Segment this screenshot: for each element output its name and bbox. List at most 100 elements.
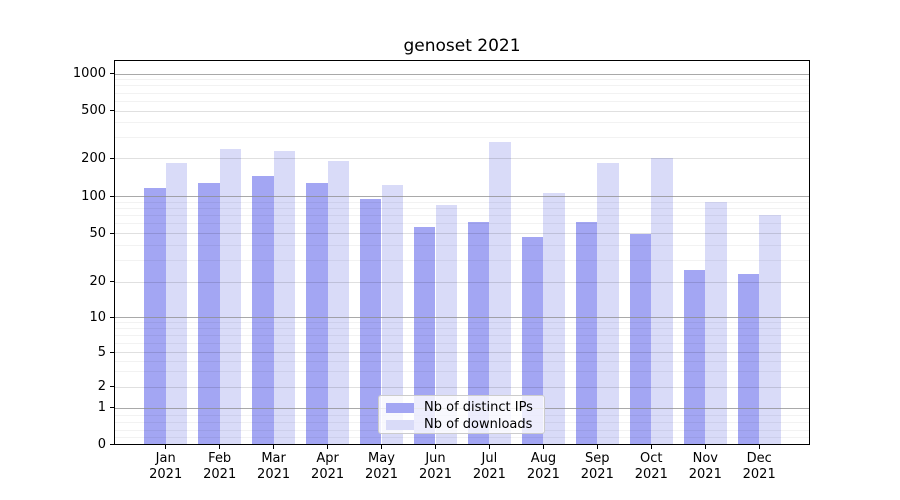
x-tick-month: Jan xyxy=(155,451,176,466)
y-tick-label-1000: 1000 xyxy=(72,66,106,81)
x-tick-label-apr: Apr 2021 xyxy=(296,451,360,482)
bar-distinct-ips-jan xyxy=(144,188,166,445)
x-tick-mark-oct xyxy=(650,445,652,449)
legend-item-distinct-ips: Nb of distinct IPs xyxy=(386,400,544,415)
x-tick-year: 2021 xyxy=(364,466,399,482)
y-tick-mark-200 xyxy=(109,157,114,159)
y-tick-mark-100 xyxy=(109,195,114,197)
bar-downloads-jan xyxy=(165,163,188,445)
x-tick-mark-aug xyxy=(542,445,544,449)
x-tick-mark-mar xyxy=(273,445,275,449)
bar-downloads-oct xyxy=(651,157,673,445)
x-tick-year: 2021 xyxy=(203,466,237,482)
y-tick-label-0: 0 xyxy=(97,437,106,452)
x-tick-year: 2021 xyxy=(149,466,183,482)
x-tick-mark-feb xyxy=(219,445,221,449)
gridline-6 xyxy=(113,342,810,344)
x-tick-year: 2021 xyxy=(634,466,668,482)
x-tick-label-jun: Jun 2021 xyxy=(404,451,468,482)
x-tick-month: Dec xyxy=(746,451,772,466)
y-tick-label-50: 50 xyxy=(89,225,106,241)
x-tick-label-dec: Dec 2021 xyxy=(727,451,791,482)
x-tick-year: 2021 xyxy=(526,466,560,482)
bar-downloads-nov xyxy=(705,201,727,445)
x-tick-year: 2021 xyxy=(311,466,345,482)
x-tick-month: Aug xyxy=(530,451,557,466)
x-tick-label-jul: Jul 2021 xyxy=(457,451,521,482)
gridline-200 xyxy=(113,158,810,159)
bar-distinct-ips-mar xyxy=(252,175,274,445)
gridline-0.2 xyxy=(113,437,810,439)
x-tick-year: 2021 xyxy=(472,466,506,482)
y-tick-mark-0 xyxy=(109,444,114,445)
y-tick-label-1: 1 xyxy=(97,400,106,416)
gridline-5 xyxy=(113,352,810,353)
gridline-800 xyxy=(113,85,810,87)
bar-distinct-ips-feb xyxy=(198,183,220,445)
bar-downloads-feb xyxy=(219,148,242,445)
y-tick-mark-2 xyxy=(109,386,114,388)
legend-swatch-distinct-ips xyxy=(386,402,414,413)
gridline-10 xyxy=(113,317,810,318)
x-tick-mark-jan xyxy=(165,445,167,449)
legend: Nb of distinct IPs Nb of downloads xyxy=(378,395,545,434)
x-tick-mark-may xyxy=(381,445,382,449)
x-tick-month: Apr xyxy=(316,451,339,466)
gridline-40 xyxy=(113,244,810,246)
bar-downloads-apr xyxy=(327,160,350,445)
bar-distinct-ips-aug xyxy=(521,237,544,445)
bar-downloads-aug xyxy=(543,193,565,445)
x-tick-month: Nov xyxy=(692,451,718,466)
gridline-2 xyxy=(113,386,810,388)
y-tick-mark-1 xyxy=(109,407,114,409)
gridline-9 xyxy=(113,322,810,324)
gridline-1000 xyxy=(113,73,810,75)
legend-item-downloads: Nb of downloads xyxy=(386,417,544,432)
x-tick-label-oct: Oct 2021 xyxy=(619,451,683,482)
gridline-50 xyxy=(113,233,810,234)
x-tick-month: Mar xyxy=(261,451,286,466)
x-tick-year: 2021 xyxy=(688,466,722,482)
bar-distinct-ips-sep xyxy=(575,222,598,445)
y-tick-mark-20 xyxy=(109,281,114,282)
gridline-500 xyxy=(113,110,810,112)
chart-title: genoset 2021 xyxy=(403,36,521,56)
bar-distinct-ips-jul xyxy=(467,222,490,445)
x-tick-label-mar: Mar 2021 xyxy=(242,451,306,482)
x-tick-year: 2021 xyxy=(580,466,614,482)
bar-downloads-dec xyxy=(759,215,781,445)
gridline-3 xyxy=(113,371,810,373)
x-tick-label-feb: Feb 2021 xyxy=(188,451,252,482)
y-tick-label-500: 500 xyxy=(81,103,106,118)
y-tick-mark-1000 xyxy=(109,73,114,74)
y-tick-label-2: 2 xyxy=(97,379,106,395)
bar-distinct-ips-may xyxy=(359,198,382,445)
gridline-70 xyxy=(113,215,810,216)
gridline-400 xyxy=(113,122,810,124)
gridline-900 xyxy=(113,79,810,81)
gridline-60 xyxy=(113,223,810,225)
bar-downloads-mar xyxy=(273,150,296,445)
x-tick-month: Oct xyxy=(640,451,663,466)
gridline-600 xyxy=(113,100,810,102)
x-tick-label-nov: Nov 2021 xyxy=(673,451,737,482)
y-tick-mark-5 xyxy=(109,351,114,353)
gridline-20 xyxy=(113,281,810,283)
legend-label-distinct-ips: Nb of distinct IPs xyxy=(424,400,533,415)
y-tick-label-200: 200 xyxy=(81,150,106,166)
bar-distinct-ips-jun xyxy=(413,227,436,445)
y-tick-mark-500 xyxy=(109,110,114,111)
bar-downloads-jul xyxy=(489,142,511,445)
bar-downloads-jun xyxy=(435,204,458,445)
x-tick-mark-dec xyxy=(758,445,760,449)
y-tick-label-5: 5 xyxy=(97,344,106,360)
x-tick-mark-sep xyxy=(596,445,598,449)
bar-distinct-ips-oct xyxy=(629,234,652,445)
gridline-30 xyxy=(113,260,810,261)
y-tick-mark-50 xyxy=(109,232,114,234)
x-tick-label-sep: Sep 2021 xyxy=(565,451,629,482)
x-tick-month: Feb xyxy=(208,451,232,466)
x-tick-month: Jul xyxy=(481,451,498,466)
x-tick-mark-apr xyxy=(327,445,329,449)
